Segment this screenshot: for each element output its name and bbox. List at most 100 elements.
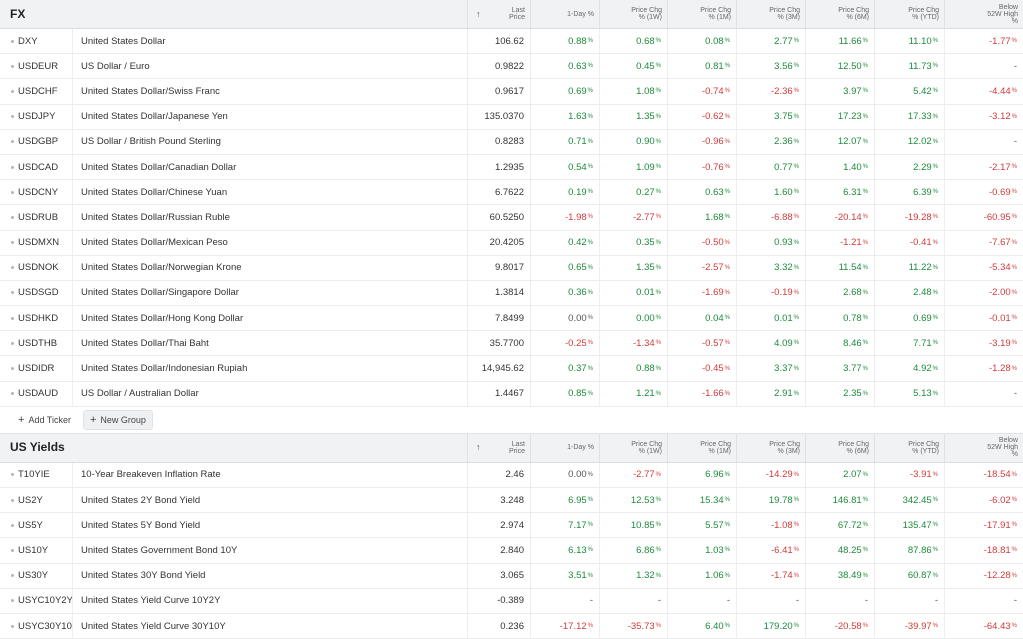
ticker-cell[interactable]: DXY (0, 29, 72, 53)
ticker-symbol: US5Y (18, 519, 43, 531)
table-row[interactable]: T10YIE 10-Year Breakeven Inflation Rate 2.… (0, 462, 1023, 488)
ticker-cell[interactable]: USYC10Y2Y (0, 589, 72, 613)
column-header-chg-3m[interactable]: Price Chg % (3M) (736, 0, 805, 28)
table-row[interactable]: USDMXN United States Dollar/Mexican Peso 2… (0, 230, 1023, 256)
section-title[interactable]: US Yields (10, 440, 65, 455)
last-price-cell: 6.7622 (467, 180, 530, 205)
table-row[interactable]: USYC10Y2Y United States Yield Curve 10Y2Y… (0, 588, 1023, 614)
value: 0.45 (636, 60, 655, 72)
column-header-label: 1-Day % (567, 10, 594, 18)
sort-arrow-icon[interactable]: ↑ (476, 8, 481, 19)
ticker-cell[interactable]: USDCNY (0, 180, 72, 204)
table-row[interactable]: US5Y United States 5Y Bond Yield 2.974 7.17… (0, 513, 1023, 539)
bullet-icon (11, 367, 14, 371)
value: -6.88 (771, 211, 793, 223)
value: 2.36 (774, 136, 793, 148)
column-header-chg-6m[interactable]: Price Chg % (6M) (805, 433, 874, 462)
table-row[interactable]: USDJPY United States Dollar/Japanese Yen 1… (0, 104, 1023, 130)
percent-sign: % (1011, 365, 1017, 372)
column-header-below-52w-high[interactable]: Below 52W High % (944, 433, 1023, 462)
table-row[interactable]: USDSGD United States Dollar/Singapore Dol… (0, 280, 1023, 307)
table-row[interactable]: USDCAD United States Dollar/Canadian Doll… (0, 154, 1023, 181)
chg-ytd-cell: -3.91% (874, 462, 944, 487)
table-row[interactable]: US30Y United States 30Y Bond Yield 3.065 3.… (0, 563, 1023, 589)
table-row[interactable]: US2Y United States 2Y Bond Yield 3.248 6.95… (0, 488, 1023, 514)
table-row[interactable]: USDHKD United States Dollar/Hong Kong Dol… (0, 306, 1023, 332)
chg-ytd-cell: 7.71% (874, 331, 944, 356)
value: 2.35 (843, 388, 862, 400)
percent-sign: % (1011, 239, 1017, 246)
ticker-cell[interactable]: USDEUR (0, 54, 72, 78)
sort-arrow-icon[interactable]: ↑ (476, 442, 481, 453)
ticker-cell[interactable]: USDAUD (0, 382, 72, 406)
ticker-symbol: USDEUR (18, 60, 59, 72)
table-row[interactable]: US10Y United States Government Bond 10Y 2.… (0, 538, 1023, 564)
column-header-chg-1w[interactable]: Price Chg % (1W) (599, 0, 667, 28)
ticker-cell[interactable]: US30Y (0, 564, 72, 588)
ticker-cell[interactable]: USDMXN (0, 231, 72, 255)
column-header-chg-3m[interactable]: Price Chg % (3M) (736, 433, 805, 462)
chg-1w-cell: 1.32% (599, 563, 667, 588)
table-row[interactable]: USDCHF United States Dollar/Swiss Franc 0.… (0, 79, 1023, 105)
table-row[interactable]: USDRUB United States Dollar/Russian Ruble… (0, 205, 1023, 231)
1-day-pct-cell: 0.19% (530, 180, 599, 205)
ticker-cell[interactable]: USYC30Y10Y (0, 614, 72, 638)
column-header-label: Price Chg % (1W) (631, 440, 662, 455)
table-row[interactable]: DXY United States Dollar 106.62 0.88% 0.68% 0… (0, 29, 1023, 55)
ticker-cell[interactable]: USDIDR (0, 356, 72, 380)
new-group-label: New Group (100, 414, 146, 425)
table-row[interactable]: USDEUR US Dollar / Euro 0.9822 0.63% 0.45% 0.… (0, 54, 1023, 80)
percent-sign: % (587, 315, 593, 322)
value: -2.17 (989, 161, 1011, 173)
column-header-chg-6m[interactable]: Price Chg % (6M) (805, 0, 874, 28)
ticker-cell[interactable]: USDRUB (0, 205, 72, 229)
ticker-cell[interactable]: USDCHF (0, 79, 72, 103)
column-header-chg-1m[interactable]: Price Chg % (1M) (667, 0, 736, 28)
table-row[interactable]: USDNOK United States Dollar/Norwegian Kro… (0, 255, 1023, 281)
1-day-pct-cell: 3.51% (530, 563, 599, 588)
add-ticker-button[interactable]: + Add Ticker (12, 411, 77, 429)
ticker-cell[interactable]: T10YIE (0, 463, 72, 487)
column-header-label: Price Chg % (YTD) (908, 7, 939, 21)
ticker-cell[interactable]: US2Y (0, 488, 72, 512)
column-header-chg-ytd[interactable]: Price Chg % (YTD) (874, 433, 944, 462)
ticker-cell[interactable]: USDSGD (0, 281, 72, 305)
chg-ytd-cell: -19.28% (874, 205, 944, 230)
column-header-chg-1m[interactable]: Price Chg % (1M) (667, 433, 736, 462)
percent-sign: % (724, 471, 730, 478)
ticker-cell[interactable]: US10Y (0, 538, 72, 562)
table-row[interactable]: USDGBP US Dollar / British Pound Sterling… (0, 129, 1023, 155)
chg-1m-cell: - (667, 588, 736, 613)
ticker-cell[interactable]: USDNOK (0, 256, 72, 280)
table-row[interactable]: USYC30Y10YUnited States Yield Curve 30Y1… (0, 613, 1023, 639)
percent-sign: % (655, 572, 661, 579)
ticker-cell[interactable]: USDTHB (0, 331, 72, 355)
column-header-last-price[interactable]: ↑ Last Price (467, 0, 530, 28)
value: 0.04 (705, 312, 724, 324)
percent-sign: % (793, 164, 799, 171)
ticker-symbol: US10Y (18, 544, 49, 556)
column-header-label: Price Chg % (1M) (700, 440, 731, 455)
new-group-button[interactable]: + New Group (82, 409, 153, 430)
column-header-1-day-pct[interactable]: 1-Day % (530, 433, 599, 462)
column-header-below-52w-high[interactable]: Below 52W High % (944, 0, 1023, 28)
section-title[interactable]: FX (10, 6, 26, 21)
column-header-chg-ytd[interactable]: Price Chg % (YTD) (874, 0, 944, 28)
column-header-last-price[interactable]: ↑ Last Price (467, 433, 530, 462)
table-row[interactable]: USDIDR United States Dollar/Indonesian Ru… (0, 356, 1023, 382)
table-row[interactable]: USDCNY United States Dollar/Chinese Yuan 6… (0, 180, 1023, 206)
chg-6m-cell: 11.66% (805, 29, 874, 54)
ticker-cell[interactable]: USDHKD (0, 306, 72, 330)
percent-sign: % (655, 239, 661, 246)
bullet-icon (11, 473, 14, 477)
ticker-cell[interactable]: USDJPY (0, 105, 72, 129)
table-row[interactable]: USDTHB United States Dollar/Thai Baht 35.7… (0, 331, 1023, 357)
column-header-chg-1w[interactable]: Price Chg % (1W) (599, 433, 667, 462)
column-header-1-day-pct[interactable]: 1-Day % (530, 0, 599, 28)
ticker-cell[interactable]: USDCAD (0, 155, 72, 179)
table-row[interactable]: USDAUD US Dollar / Australian Dollar 1.446… (0, 381, 1023, 407)
column-header-label: 1-Day % (567, 444, 594, 452)
ticker-cell[interactable]: US5Y (0, 513, 72, 537)
ticker-cell[interactable]: USDGBP (0, 130, 72, 154)
percent-sign: % (724, 189, 730, 196)
